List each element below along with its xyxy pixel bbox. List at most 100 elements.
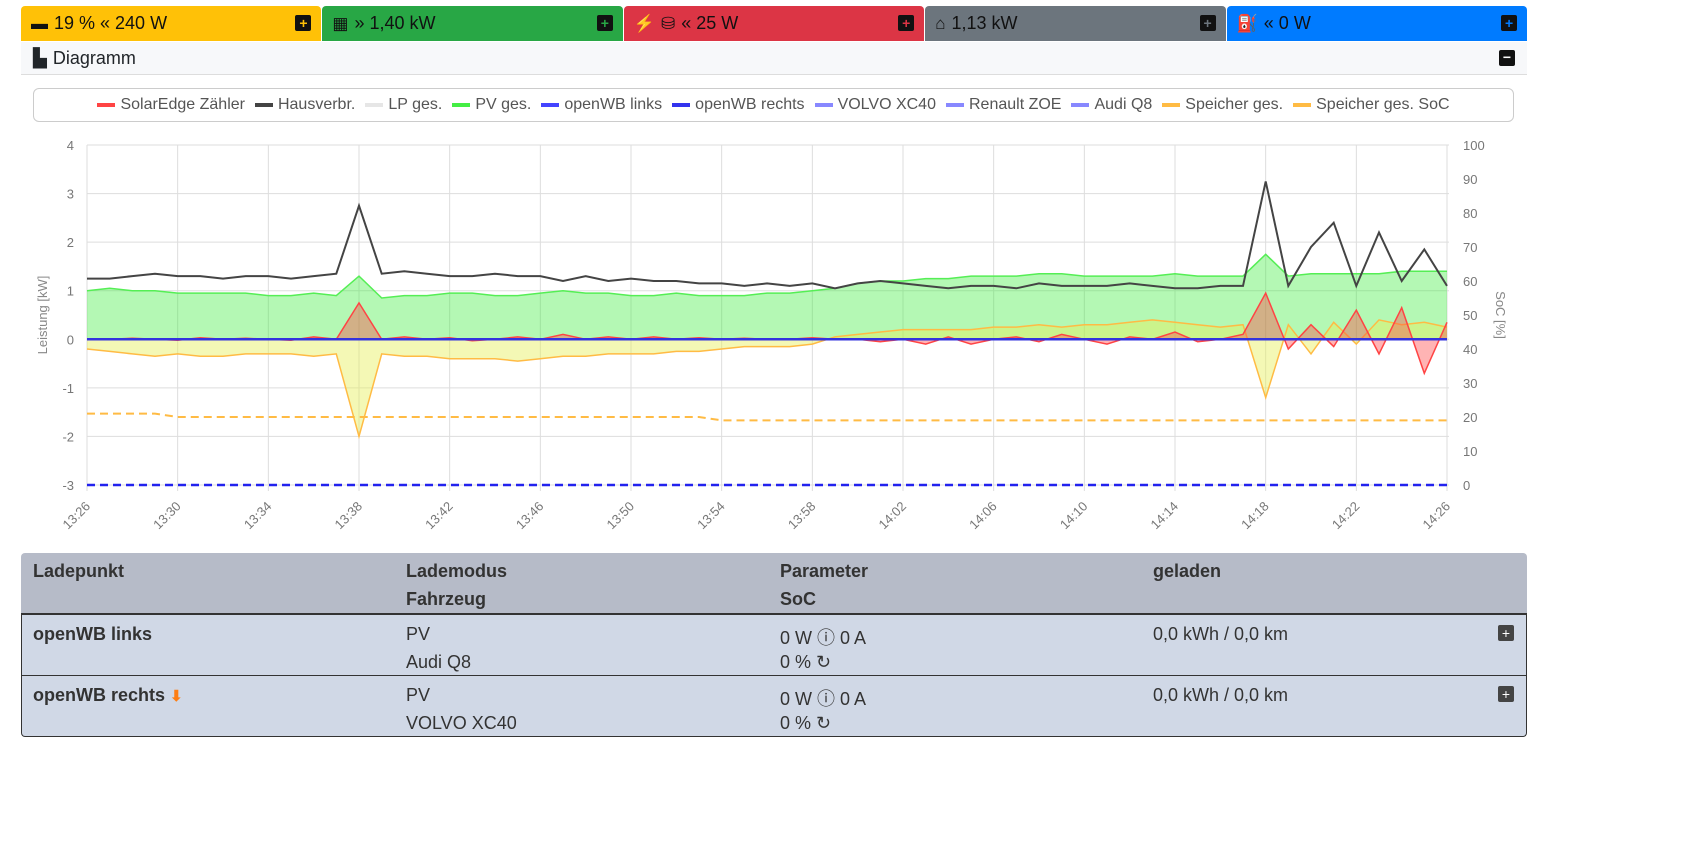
vehicle-name: Audi Q8 <box>406 652 472 672</box>
y2-tick-label: 0 <box>1463 478 1470 493</box>
speicher-soc-line <box>87 412 1447 422</box>
battery-value: 19 % « 240 W <box>54 13 168 33</box>
expand-battery-button[interactable]: + <box>295 15 312 31</box>
charge-mode[interactable]: PV <box>406 685 431 705</box>
collapse-diagram-button[interactable]: − <box>1499 50 1515 66</box>
power-tower-icon: ⚡ <box>633 13 655 33</box>
legend-item[interactable]: SolarEdge Zähler <box>97 96 245 114</box>
legend-label: Audi Q8 <box>1094 96 1153 113</box>
vehicle-name: VOLVO XC40 <box>406 713 517 733</box>
legend-label: PV ges. <box>475 96 532 113</box>
x-tick-label: 13:26 <box>60 499 94 533</box>
legend-item[interactable]: Hausverbr. <box>254 96 355 114</box>
chargepoint-table: Ladepunkt Lademodus Fahrzeug Parameter S… <box>21 553 1527 737</box>
coins-icon: ⛁ <box>660 13 676 33</box>
diagram-title: Diagramm <box>52 47 136 68</box>
expand-pv-button[interactable]: + <box>596 15 613 31</box>
x-tick-label: 14:02 <box>876 499 910 533</box>
x-tick-label: 14:22 <box>1329 499 1363 533</box>
x-tick-label: 14:06 <box>966 499 1000 533</box>
y2-axis-label: SoC [%] <box>1493 291 1508 339</box>
charge-status[interactable]: ⛽ « 0 W + <box>1226 6 1528 41</box>
x-tick-label: 13:38 <box>332 499 366 533</box>
charge-mode[interactable]: PV <box>406 624 431 644</box>
charge-parameter: 0 W ⓘ 0 A <box>780 628 867 648</box>
vehicle-soc-refresh[interactable]: 0 % ↻ <box>780 652 832 672</box>
y-tick-label: -2 <box>62 429 74 444</box>
header-lademodus: Lademodus <box>406 561 508 581</box>
pv-status[interactable]: ▦» 1,40 kW + <box>322 6 623 41</box>
x-tick-label: 13:54 <box>694 499 728 533</box>
x-tick-label: 13:50 <box>604 499 638 533</box>
y2-tick-label: 30 <box>1463 376 1477 391</box>
charge-parameter: 0 W ⓘ 0 A <box>780 689 867 709</box>
x-tick-label: 13:42 <box>422 499 456 533</box>
x-tick-label: 13:46 <box>513 499 547 533</box>
charged-amount: 0,0 kWh / 0,0 km <box>1153 624 1289 644</box>
home-icon: ⌂ <box>935 13 946 33</box>
legend-swatch <box>672 103 691 107</box>
table-row[interactable]: openWB rechts ⬇ PV VOLVO XC40 0 W ⓘ 0 A … <box>21 676 1527 737</box>
legend-swatch <box>814 103 833 107</box>
pv-series-area <box>87 254 1447 340</box>
house-value: 1,13 kW <box>951 13 1018 33</box>
y2-tick-label: 100 <box>1463 138 1485 153</box>
x-tick-label: 14:26 <box>1420 499 1454 533</box>
legend-swatch <box>365 103 384 107</box>
y2-tick-label: 70 <box>1463 240 1477 255</box>
table-header: Ladepunkt Lademodus Fahrzeug Parameter S… <box>21 553 1527 615</box>
y-tick-label: 0 <box>67 332 74 347</box>
expand-house-button[interactable]: + <box>1199 15 1216 31</box>
legend-item[interactable]: PV ges. <box>452 96 531 114</box>
legend-label: openWB links <box>564 96 663 113</box>
legend-swatch <box>1071 103 1090 107</box>
legend-item[interactable]: Renault ZOE <box>945 96 1062 114</box>
legend-item[interactable]: openWB rechts <box>672 96 805 114</box>
expand-charge-button[interactable]: + <box>1501 15 1518 31</box>
x-tick-label: 14:18 <box>1238 499 1272 533</box>
grid-status[interactable]: ⚡ ⛁ « 25 W + <box>623 6 925 41</box>
chargepoint-name-wrap: openWB rechts ⬇ <box>33 685 183 706</box>
y2-tick-label: 90 <box>1463 172 1477 187</box>
vehicle-soc-refresh[interactable]: 0 % ↻ <box>780 713 832 733</box>
battery-status[interactable]: ▬ 19 % « 240 W + <box>21 6 322 41</box>
x-tick-label: 13:30 <box>150 499 184 533</box>
charging-station-icon: ⛽ <box>1236 13 1258 33</box>
zaehler-series-area <box>87 293 1447 374</box>
legend-label: Renault ZOE <box>968 96 1062 113</box>
legend-label: openWB rechts <box>695 96 805 113</box>
chargepoint-name: openWB links <box>33 624 153 644</box>
house-status[interactable]: ⌂ 1,13 kW + <box>925 6 1226 41</box>
expand-row-button[interactable]: + <box>1498 625 1514 641</box>
legend-item[interactable]: LP ges. <box>365 96 442 114</box>
speicher-series-line <box>86 319 1448 440</box>
legend-swatch <box>97 103 116 107</box>
legend-item[interactable]: Speicher ges. SoC <box>1293 96 1450 114</box>
y-tick-label: -1 <box>62 381 74 396</box>
legend-swatch <box>541 103 560 107</box>
legend-item[interactable]: VOLVO XC40 <box>814 96 936 114</box>
legend-item[interactable]: Audi Q8 <box>1071 96 1152 114</box>
x-tick-label: 14:10 <box>1057 499 1091 533</box>
diagram-header: ▙ Diagramm − <box>21 42 1527 75</box>
expand-grid-button[interactable]: + <box>898 15 915 31</box>
table-row[interactable]: openWB links PV Audi Q8 0 W ⓘ 0 A 0 % ↻ … <box>21 615 1527 676</box>
hausverbrauch-line <box>87 181 1448 290</box>
y-tick-label: 1 <box>67 284 74 299</box>
header-geladen: geladen <box>1153 561 1222 581</box>
pv-value: » 1,40 kW <box>354 13 436 33</box>
legend-item[interactable]: Speicher ges. <box>1162 96 1283 114</box>
legend-label: VOLVO XC40 <box>837 96 936 113</box>
x-tick-label: 13:34 <box>241 499 275 533</box>
legend-item[interactable]: openWB links <box>541 96 662 114</box>
charged-amount: 0,0 kWh / 0,0 km <box>1153 685 1289 705</box>
legend-swatch <box>452 103 471 107</box>
x-tick-label: 14:14 <box>1148 499 1182 533</box>
y2-tick-label: 10 <box>1463 444 1477 459</box>
legend-label: Speicher ges. <box>1185 96 1284 113</box>
chargepoint-name: openWB rechts <box>33 685 166 705</box>
expand-row-button[interactable]: + <box>1498 686 1514 702</box>
legend-swatch <box>254 103 273 107</box>
chart-area-icon: ▙ <box>33 47 47 68</box>
pv-series-line <box>86 253 1447 299</box>
